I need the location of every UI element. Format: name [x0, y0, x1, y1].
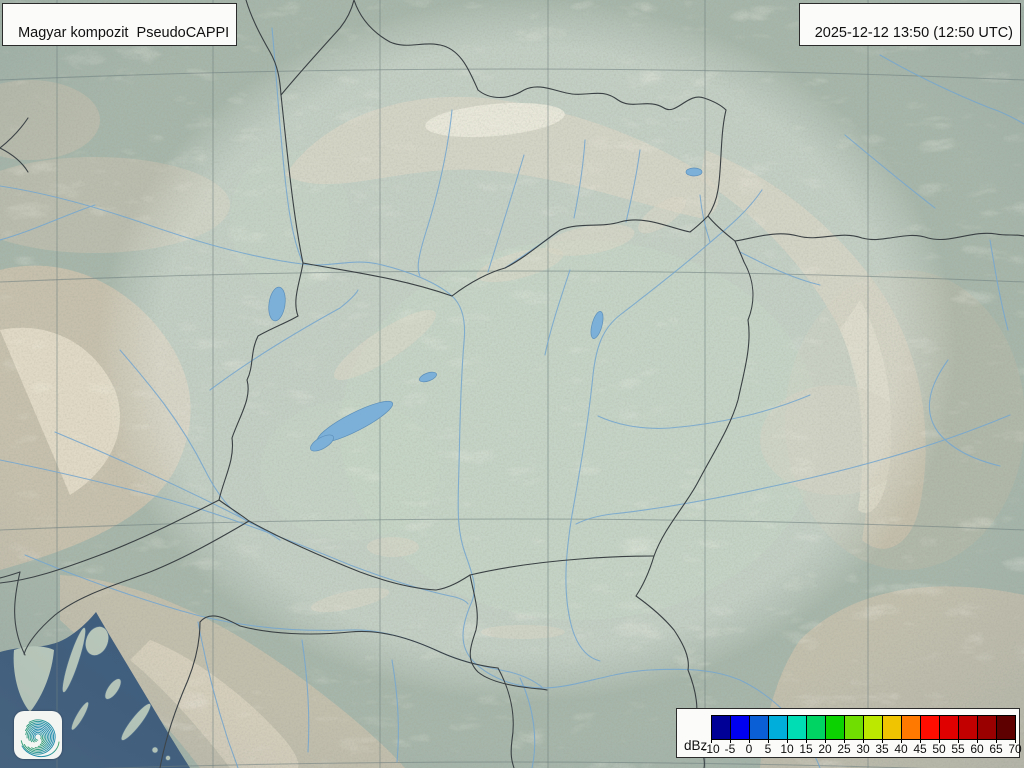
legend-tick-label: 55: [951, 742, 965, 756]
legend-panel: dBz -10 -5 0 5 10 15 20 25 30 35 40 45 50 55 60 65 70: [676, 708, 1022, 758]
legend-tick-label: 60: [970, 742, 984, 756]
legend-cell: [959, 716, 978, 739]
spiral-arc: [29, 728, 47, 746]
legend-tickmark: [1015, 739, 1016, 743]
legend-unit-label: dBz: [684, 738, 708, 753]
legend-tickmark: [787, 739, 788, 743]
legend-tick-label: 15: [799, 742, 813, 756]
spiral-logo-icon: [20, 719, 60, 758]
legend-cell: [712, 716, 731, 739]
legend-cell: [883, 716, 902, 739]
legend-cell: [788, 716, 807, 739]
legend-cell: [826, 716, 845, 739]
spiral-arc: [25, 724, 51, 750]
product-title: Magyar kompozit PseudoCAPPI: [18, 25, 230, 42]
timestamp-box: 2025-12-12 13:50 (12:50 UTC): [798, 3, 1021, 47]
spiral-arc: [32, 731, 44, 743]
legend-tick-label: 25: [837, 742, 851, 756]
spiral-arc: [34, 733, 42, 741]
legend-tickmark: [977, 739, 978, 743]
legend-cell: [978, 716, 997, 739]
legend-tick-label: 50: [932, 742, 946, 756]
legend-cell: [921, 716, 940, 739]
legend-cell: [997, 716, 1015, 739]
legend-cell: [940, 716, 959, 739]
legend-tick-label: 10: [780, 742, 794, 756]
legend-cell: [731, 716, 750, 739]
legend-tick-label: 35: [875, 742, 889, 756]
legend-cell: [864, 716, 883, 739]
legend-tickmark: [730, 739, 731, 743]
legend-cell: [769, 716, 788, 739]
legend-tickmark: [939, 739, 940, 743]
spiral-tail: [21, 741, 60, 758]
legend-tickmark: [844, 739, 845, 743]
spiral-arc: [28, 727, 48, 747]
legend-tick-label: 20: [818, 742, 832, 756]
legend-tick-label: 40: [894, 742, 908, 756]
legend-tick-label: -10: [702, 742, 720, 756]
met-service-logo: [14, 711, 62, 759]
legend-tickmark: [882, 739, 883, 743]
legend-tick-label: 70: [1008, 742, 1022, 756]
legend-tickmark: [806, 739, 807, 743]
legend-tickmark: [901, 739, 902, 743]
legend-tickmark: [863, 739, 864, 743]
legend-tickmark: [958, 739, 959, 743]
spiral-arc: [20, 719, 56, 755]
legend-colorbar: [711, 715, 1016, 740]
legend-tickmark: [996, 739, 997, 743]
legend-tick-label: 30: [856, 742, 870, 756]
legend-cell: [845, 716, 864, 739]
legend-tickmark: [749, 739, 750, 743]
legend-tick-label: 0: [745, 742, 753, 756]
legend-tick-label: 65: [989, 742, 1003, 756]
legend-cell: [807, 716, 826, 739]
legend-tickmark: [768, 739, 769, 743]
spiral-arc: [26, 725, 50, 749]
legend-tick-label: 5: [764, 742, 772, 756]
product-title-box: Magyar kompozit PseudoCAPPI: [2, 3, 238, 47]
spiral-arc: [23, 722, 53, 752]
legend-tickmark: [825, 739, 826, 743]
spiral-arc: [31, 730, 45, 744]
timestamp-label: 2025-12-12 13:50 (12:50 UTC): [814, 25, 1013, 42]
legend-tickmark: [711, 739, 712, 743]
spiral-arcs: [20, 719, 60, 758]
spiral-arc: [21, 720, 55, 754]
legend-cell: [750, 716, 769, 739]
legend-tick-label: 45: [913, 742, 927, 756]
legend-tick-label: -5: [724, 742, 736, 756]
legend-cell: [902, 716, 921, 739]
legend-tickmark: [920, 739, 921, 743]
